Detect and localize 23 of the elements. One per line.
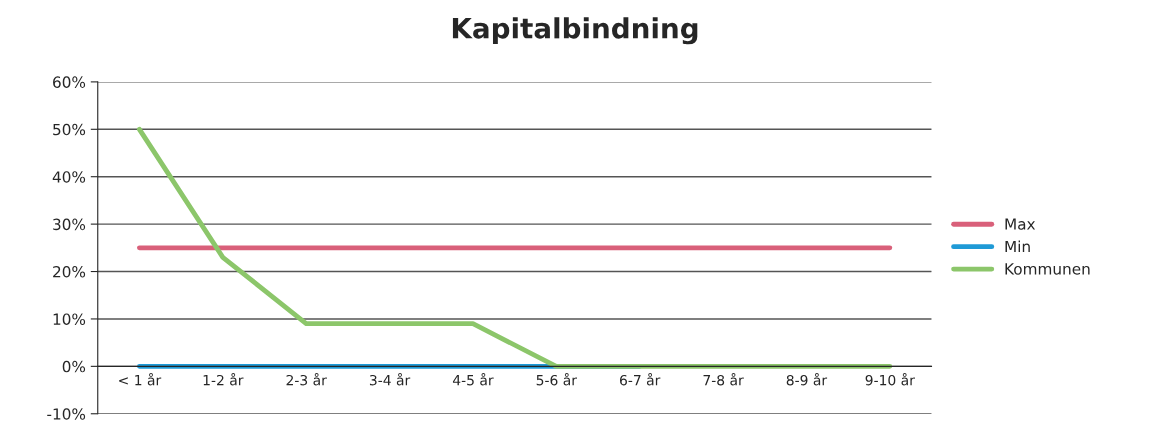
x-tick-label: 3-4 år: [369, 373, 411, 386]
x-tick-label: 2-3 år: [286, 373, 327, 386]
y-tick-label: 10%: [53, 313, 86, 325]
y-tick-label: 0%: [62, 360, 86, 373]
line-series: [137, 126, 893, 369]
x-tick-label: 5-6 år: [536, 373, 577, 386]
y-tick-label: 40%: [52, 171, 86, 183]
legend-label: Max: [1005, 218, 1036, 230]
y-tick-label: -10%: [47, 408, 86, 420]
y-tick-label: 50%: [53, 123, 86, 136]
x-tick-label: 6-7 år: [620, 373, 661, 386]
x-tick-label: 4-5 år: [452, 373, 494, 386]
y-tick-label: 20%: [53, 266, 86, 278]
x-tick-label: 9-10 år: [865, 373, 915, 386]
y-tick-label: 60%: [53, 76, 86, 88]
chart-title: Kapitalbindning: [452, 17, 698, 45]
x-tick-label: 8-9 år: [786, 373, 828, 386]
x-tick-label: 7-8 år: [703, 373, 744, 386]
x-tick-label: 1-2 år: [203, 373, 244, 386]
y-tick-label: 30%: [53, 218, 86, 231]
legend-label: Min: [1005, 240, 1030, 253]
x-tick-label: < 1 år: [119, 373, 162, 386]
legend-label: Kommunen: [1005, 263, 1090, 275]
